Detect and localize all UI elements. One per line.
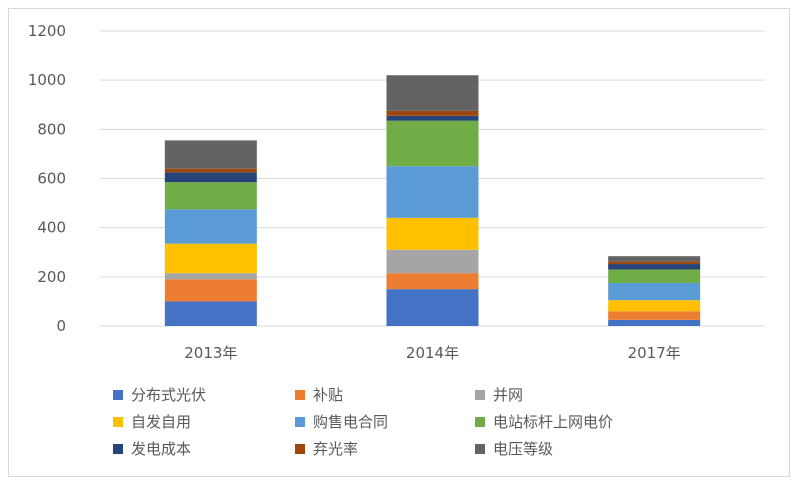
chart-border: [8, 8, 790, 477]
bar-segment: [164, 140, 257, 169]
legend-label: 电压等级: [493, 440, 554, 458]
bar-segment: [386, 115, 479, 121]
legend-swatch: [475, 389, 485, 400]
y-tick-label: 200: [37, 268, 66, 286]
legend-label: 弃光率: [313, 440, 359, 458]
y-tick-label: 800: [37, 120, 66, 138]
bar-segment: [386, 217, 479, 250]
bar-segment: [164, 172, 257, 183]
bar-segment: [386, 120, 479, 167]
legend-swatch: [113, 443, 123, 454]
legend-swatch: [295, 443, 305, 454]
bar-segment: [608, 311, 701, 320]
legend-item: 电压等级: [475, 438, 553, 459]
bar-segment: [608, 261, 701, 265]
y-tick-label: 400: [37, 219, 66, 237]
bar-segment: [164, 279, 257, 302]
legend-swatch: [295, 389, 305, 400]
bar-segment: [608, 319, 701, 326]
bar-segment: [608, 269, 701, 283]
legend-label: 补贴: [313, 386, 344, 404]
y-tick-label: 1000: [28, 71, 66, 89]
bar-segment: [608, 300, 701, 312]
legend-item: 分布式光伏: [113, 384, 206, 405]
legend-swatch: [295, 416, 305, 427]
legend-swatch: [113, 389, 123, 400]
x-tick-label: 2017年: [628, 344, 681, 362]
legend-swatch: [475, 416, 485, 427]
bar-segment: [386, 273, 479, 290]
legend-item: 电站标杆上网电价: [475, 411, 613, 432]
legend-label: 并网: [493, 386, 524, 404]
legend-item: 弃光率: [295, 438, 358, 459]
x-tick-label: 2013年: [184, 344, 237, 362]
bar-segment: [386, 249, 479, 274]
legend-label: 分布式光伏: [131, 386, 207, 404]
bar-segment: [164, 182, 257, 210]
bar-segment: [164, 301, 257, 326]
legend-item: 发电成本: [113, 438, 191, 459]
legend-swatch: [113, 416, 123, 427]
legend-label: 购售电合同: [313, 413, 389, 431]
bar-segment: [386, 110, 479, 116]
legend-label: 自发自用: [131, 413, 192, 431]
legend-item: 补贴: [295, 384, 343, 405]
bar-segment: [164, 273, 257, 280]
y-tick-label: 600: [37, 170, 66, 188]
legend-item: 自发自用: [113, 411, 191, 432]
bar-segment: [386, 75, 479, 111]
y-tick-label: 0: [56, 317, 66, 335]
legend-item: 并网: [475, 384, 523, 405]
bar-segment: [386, 289, 479, 326]
legend-swatch: [475, 443, 485, 454]
bar-segment: [164, 243, 257, 274]
legend-item: 购售电合同: [295, 411, 388, 432]
bar-segment: [608, 264, 701, 270]
legend-label: 电站标杆上网电价: [493, 413, 614, 431]
bar-segment: [386, 166, 479, 218]
legend-label: 发电成本: [131, 440, 192, 458]
y-tick-label: 1200: [28, 22, 66, 40]
bar-segment: [608, 282, 701, 301]
bar-segment: [164, 209, 257, 244]
x-tick-label: 2014年: [406, 344, 459, 362]
bar-segment: [608, 256, 701, 262]
bar-segment: [164, 168, 257, 173]
